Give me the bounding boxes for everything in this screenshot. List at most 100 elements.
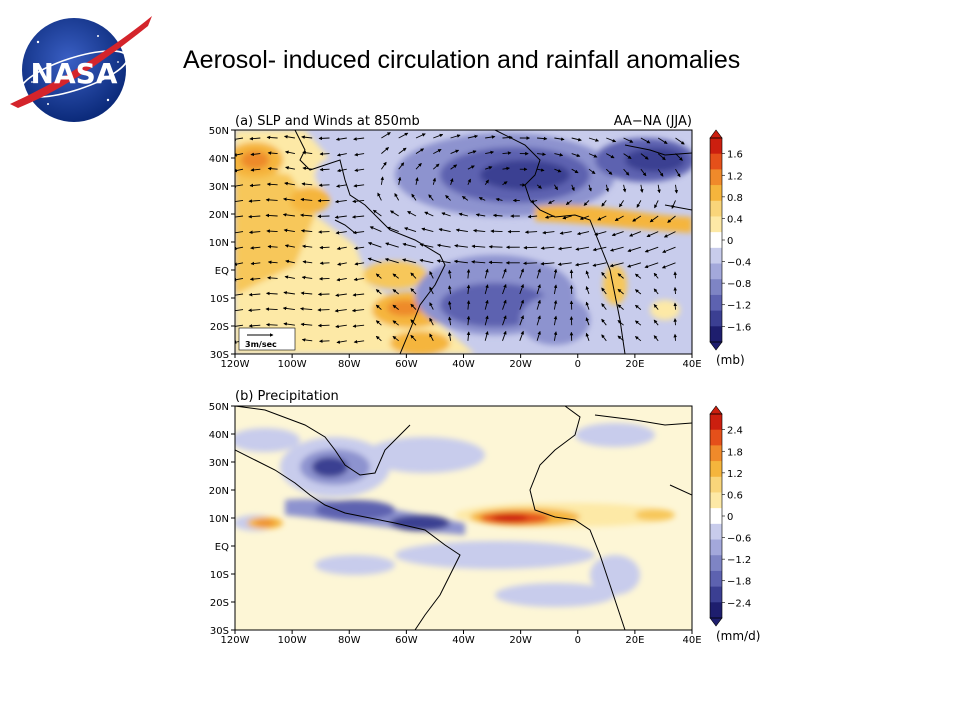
wind-vector [375, 304, 382, 310]
panel_b-colorbar-label: 2.4 [727, 426, 743, 437]
panel_a-colorbar-swatch [710, 310, 722, 327]
panel_b-lon-label: 0 [575, 635, 581, 646]
wind-vector [283, 322, 295, 326]
panel_b-lat-label: 20S [210, 598, 229, 609]
wind-vector [336, 340, 347, 344]
wind-vector [673, 318, 678, 326]
wind-vector [398, 162, 405, 170]
wind-vector [554, 168, 562, 173]
wind-vector [485, 135, 496, 139]
panel_a-colorbar-label: −1.2 [727, 301, 751, 312]
wind-vector [372, 209, 382, 217]
wind-vector [674, 184, 679, 194]
wind-vector [353, 137, 365, 141]
wind-vector [424, 211, 434, 217]
panel_b-colorbar-swatch [710, 586, 722, 603]
wind-vector [283, 135, 295, 139]
panel_b-colorbar-swatch [710, 570, 722, 588]
wind-vector [369, 226, 382, 233]
wind-vector [557, 262, 572, 266]
panel_b-lon-label: 120W [221, 635, 250, 646]
wind-vector [235, 184, 244, 188]
wind-vector [467, 178, 471, 185]
wind-vector [249, 277, 261, 281]
wind-vector [410, 303, 417, 310]
panel_a-colorbar-label: 1.6 [727, 150, 743, 161]
panel_b-lat-label: 20N [209, 486, 229, 497]
panel_b-colorbar-label: 1.8 [727, 447, 743, 458]
wind-vector [466, 331, 471, 341]
panel-a-colorbar: 1.6 1.2 0.8 0.4 0 −0.4 −0.8 −1.2 −1.6 (mb) [709, 129, 751, 367]
wind-vector [537, 136, 548, 141]
wind-vector [654, 200, 659, 209]
wind-vector [375, 289, 382, 295]
wind-vector [386, 226, 399, 233]
panel_b-lon-label: 80W [338, 635, 361, 646]
panel-b-colorbar: 2.4 1.8 1.2 0.6 0 −0.6 −1.2 −1.8 −2.4 (mm/d) [709, 405, 760, 643]
wind-vector [585, 332, 590, 341]
wind-vector [478, 197, 486, 201]
wind-vector [502, 299, 507, 310]
wind-vector [571, 168, 579, 174]
panel_b-colorbar-swatch [710, 539, 722, 556]
wind-vector [302, 166, 313, 171]
wind-vector [267, 244, 278, 249]
panel_a-colorbar-swatch [710, 138, 722, 155]
figure: (a) SLP and Winds at 850mb AA−NA (JJA) [209, 114, 761, 646]
reference-vector-label: 3m/sec [245, 340, 277, 349]
wind-vector [392, 304, 399, 310]
wind-vector [336, 246, 347, 251]
wind-vector [617, 335, 624, 342]
wind-vector [250, 246, 261, 250]
wind-vector [354, 168, 365, 172]
panel_b-colorbar-swatch [710, 476, 722, 493]
wind-vector [527, 214, 538, 219]
wind-vector [267, 276, 278, 280]
wind-vector [250, 152, 261, 157]
wind-vector [285, 150, 295, 155]
panel-a-coastline-americas [235, 130, 446, 354]
panel_a-colorbar-label: 0.8 [727, 193, 743, 204]
wind-vector [490, 229, 503, 233]
wind-vector [536, 184, 542, 189]
wind-vector [389, 210, 399, 217]
panel_a-lat-label: 50N [209, 126, 229, 137]
wind-vector [352, 324, 365, 328]
wind-vector [601, 200, 607, 207]
wind-vector [653, 319, 659, 326]
panel_b-colorbar-swatch [710, 414, 722, 431]
logo-text: NASA [31, 57, 118, 90]
wind-vector [235, 293, 244, 297]
wind-vector [392, 320, 399, 326]
wind-vector [542, 230, 555, 235]
wind-vector [428, 194, 434, 201]
panel_b-lat-label: 10N [209, 514, 229, 525]
wind-vector [300, 307, 313, 311]
wind-vector [661, 262, 676, 269]
panel_a-colorbar-swatch [710, 232, 722, 249]
wind-vector [392, 289, 399, 295]
wind-vector [250, 261, 261, 266]
wind-vector [351, 308, 365, 313]
panel_a-lon-label: 120W [221, 359, 250, 370]
wind-vector [335, 293, 347, 297]
wind-vector [524, 230, 538, 234]
wind-vector [471, 244, 486, 249]
wind-vector [375, 335, 382, 342]
wind-vector [653, 303, 659, 310]
wind-vector [302, 244, 313, 249]
panel-b-title: (b) Precipitation [235, 389, 339, 404]
wind-vector [649, 215, 659, 223]
wind-vector [265, 307, 278, 311]
wind-vector [640, 168, 647, 177]
wind-vector [601, 318, 607, 326]
wind-vector [319, 245, 330, 250]
panel_b-lon-label: 40W [452, 635, 475, 646]
wind-vector [394, 193, 400, 201]
wind-vector [622, 184, 627, 193]
wind-vector [475, 213, 486, 217]
wind-vector [285, 166, 295, 170]
wind-vector [588, 137, 600, 142]
wind-vector [488, 260, 503, 265]
panel_b-colorbar-label: 0 [727, 512, 733, 523]
